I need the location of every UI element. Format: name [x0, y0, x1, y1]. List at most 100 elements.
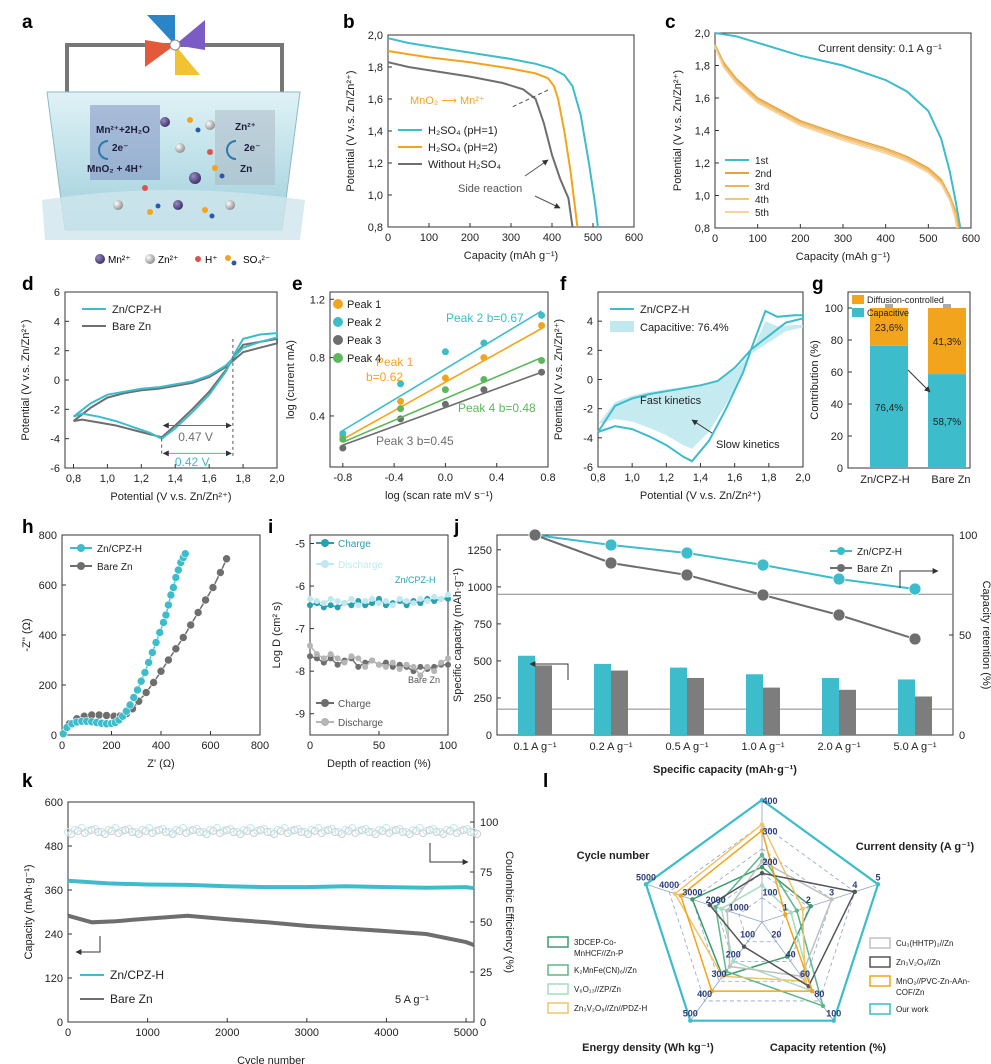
- fit-line-2: [342, 310, 543, 432]
- data-point: [313, 651, 320, 658]
- data-point: [389, 602, 396, 609]
- data-point: [431, 668, 438, 675]
- data-point: [313, 597, 320, 604]
- data-point: [369, 600, 376, 607]
- annotation-slow-kinetics: Slow kinetics: [716, 439, 780, 451]
- legend-entry-4: 4th: [755, 195, 769, 206]
- data-point: [441, 400, 449, 408]
- radar-point: [831, 1018, 836, 1023]
- y-tick-label: 800: [39, 530, 57, 542]
- legend-entry-4: Discharge: [338, 718, 383, 729]
- electron-arc-left: [98, 140, 109, 160]
- data-point: [410, 600, 417, 607]
- x-tick-label: 400: [876, 233, 894, 245]
- radar-tick-label: 4: [852, 880, 857, 890]
- legend-entry-2: Bare Zn: [112, 321, 151, 333]
- data-point: [396, 595, 403, 602]
- radar-legend-entry: Zn₃V₂O₈//Zn//PDZ-H: [574, 1004, 647, 1013]
- data-point: [431, 597, 438, 604]
- annotation-mno2: MnO₂ ⟶ Mn²⁺: [410, 95, 485, 107]
- data-point: [397, 380, 405, 388]
- half-reaction-1: Mn²⁺+2H₂O: [96, 125, 150, 136]
- radar-point: [784, 954, 790, 959]
- data-point: [382, 659, 389, 666]
- y-tick-label: 600: [45, 797, 63, 809]
- h-ion: [142, 185, 148, 191]
- bar-bare-zn: [611, 670, 628, 735]
- mn-ion: [189, 172, 201, 184]
- x-category-label: Zn/CPZ-H: [860, 474, 910, 486]
- x-tick-label: 200: [791, 233, 809, 245]
- chart-h: 0 200 400 600 800 0 200 400 600 800 Z' (Ω) -Z'' (Ω)…: [21, 530, 269, 770]
- y-tick-label: 0,8: [695, 223, 710, 235]
- y-tick-label: 400: [39, 630, 57, 642]
- panel-letter-d: d: [22, 274, 34, 295]
- bar-bare-zn: [839, 689, 856, 735]
- x-tick-label: 300: [502, 232, 520, 244]
- data-point: [307, 602, 313, 609]
- retention-point: [680, 546, 694, 560]
- radar-tick-label: 1000: [729, 902, 749, 912]
- x-tick-label: 1,8: [235, 473, 250, 485]
- data-point: [327, 602, 334, 609]
- legend-zn: Zn²⁺: [158, 255, 178, 266]
- radar-point: [690, 897, 695, 902]
- data-point: [334, 655, 341, 662]
- data-point: [348, 602, 355, 609]
- radar-point: [759, 858, 765, 864]
- legend-entry-1: Zn/CPZ-H: [640, 304, 690, 316]
- legend-entry-5: 5th: [755, 208, 769, 219]
- x-tick-label: 1,4: [168, 473, 183, 485]
- data-point: [438, 659, 445, 666]
- legend-marker: [321, 699, 329, 707]
- annotation-zn-cpz-h: Zn/CPZ-H: [395, 575, 436, 585]
- radar-tick-label: 1: [783, 902, 788, 912]
- cv-curve: [597, 309, 804, 463]
- x-axis-label: Potential (V v.s. Zn/Zn²⁺): [110, 491, 231, 503]
- radar-point: [719, 906, 724, 912]
- x-category-label: 0.2 A g⁻¹: [589, 741, 632, 753]
- data-point: [216, 568, 225, 577]
- bar-diffusion: [928, 308, 966, 375]
- radar-point: [852, 889, 858, 895]
- radar-axis-capacity-retention: Capacity retention (%): [770, 1042, 886, 1054]
- data-point: [362, 602, 369, 609]
- legend-so4: SO₄²⁻: [243, 255, 270, 266]
- legend-entry-4: Peak 4: [347, 353, 381, 365]
- x-tick-label: 0: [307, 740, 313, 752]
- data-point: [403, 602, 410, 609]
- y-tick-label: 360: [45, 885, 63, 897]
- annotation-peak2: Peak 2 b=0.67: [446, 311, 524, 325]
- series-line-1: [714, 32, 962, 229]
- y-tick-label: -6: [50, 463, 60, 475]
- y-tick-label: 1,0: [368, 190, 383, 202]
- bar-bare-zn: [763, 687, 780, 735]
- ce-point: [473, 830, 482, 838]
- annotation-peak1: Peak 1: [376, 355, 414, 369]
- zn-ion-label: Zn²⁺: [235, 122, 256, 133]
- data-point: [376, 661, 382, 668]
- bar-zn-cpz-h: [822, 677, 839, 735]
- annotation-peak4: Peak 4 b=0.48: [458, 401, 536, 415]
- x-tick-label: 0: [712, 233, 718, 245]
- annotation-bare-zn: Bare Zn: [408, 675, 440, 685]
- data-point: [355, 597, 362, 604]
- radar-point: [820, 1003, 826, 1009]
- radar-point: [759, 864, 765, 870]
- data-point: [339, 435, 347, 443]
- radar-point: [759, 852, 765, 858]
- x-tick-label: 2,0: [269, 473, 284, 485]
- bar-capacitive: [928, 374, 966, 468]
- radar-series-1: [691, 866, 812, 978]
- radar-legend-entry: COF/Zn: [896, 988, 924, 997]
- annotation-arrow: [524, 159, 549, 177]
- bar-bare-zn: [915, 696, 932, 735]
- series-line-2: [714, 44, 960, 229]
- data-point: [396, 666, 403, 673]
- x-tick-label: 4000: [374, 1027, 398, 1039]
- radar-point: [759, 828, 765, 833]
- x-axis-label: Depth of reaction (%): [327, 758, 431, 770]
- y-tick-label: 1000: [468, 582, 492, 594]
- y-tick-label: 0: [51, 730, 57, 742]
- data-point: [133, 685, 142, 695]
